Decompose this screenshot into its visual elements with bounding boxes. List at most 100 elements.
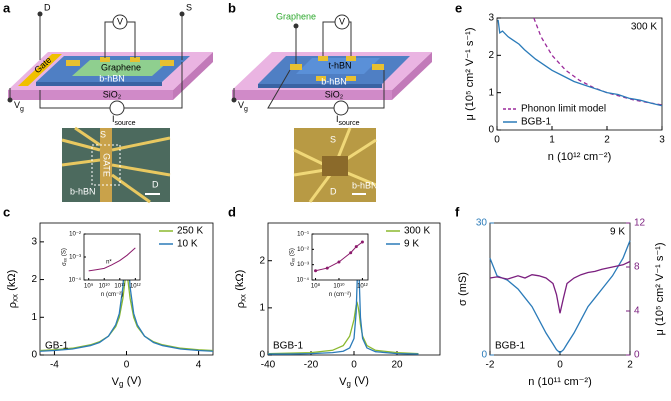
y-tick-label: 0 (488, 125, 494, 136)
x-tick-label: 10¹² (130, 284, 141, 290)
x-tick-label: 20 (391, 360, 403, 371)
device-schematic (231, 14, 432, 116)
label-part: V (339, 376, 347, 388)
label-part: n (101, 292, 104, 298)
device-schematic (7, 11, 213, 116)
y-tick-label: 3 (31, 236, 37, 247)
label-part: (kΩ) (234, 270, 246, 291)
legend-label: Phonon limit model (521, 104, 606, 115)
label: S (330, 134, 336, 144)
x-tick-label: 10¹⁰ (99, 283, 111, 290)
label-part: V (238, 100, 244, 110)
annotation: BGB-1 (495, 341, 525, 352)
label: S (100, 129, 106, 139)
label-part: xx (10, 294, 19, 302)
annotation: n* (106, 260, 112, 266)
panel-label: a (3, 0, 11, 15)
label: Isource (336, 114, 360, 126)
plot-frame (489, 222, 631, 356)
chart: 10⁸ 10¹⁰ 10¹² 10⁻⁴ 10⁻³ 10⁻² 10⁻¹ n (cm⁻²) σxx(S) (289, 232, 369, 298)
y-tick-label: 3 (488, 13, 494, 24)
label-part: ρ (7, 302, 19, 308)
label-part: (10¹² cm⁻²) (557, 151, 611, 163)
x-tick-label: -40 (261, 360, 276, 371)
x-tick-label: 10⁸ (311, 283, 321, 290)
label-part: (mS) (457, 272, 469, 296)
x-tick-label: 1 (549, 135, 555, 146)
point (354, 245, 358, 249)
legend-label: 10 K (177, 239, 198, 250)
label-part: V (112, 376, 120, 388)
label: Isource (112, 114, 136, 126)
device-photo (293, 127, 377, 203)
x-tick-label: 10¹¹ (114, 284, 125, 290)
y-tick-label: 1 (488, 87, 494, 98)
annotation: 300 K (631, 22, 657, 33)
series-line (489, 260, 631, 314)
point (325, 266, 329, 270)
label-part: g (346, 379, 350, 388)
label-part: xx (290, 257, 295, 262)
x-tick-label: 0 (557, 360, 563, 371)
label-part: source (115, 120, 136, 127)
x-axis-label: Vg (V) (339, 375, 369, 388)
label-part: (V) (127, 375, 142, 387)
label: b-hBN (99, 73, 125, 83)
x-tick-label: 0 (494, 135, 500, 146)
annotation: GB-1 (45, 341, 69, 352)
y2-axis-label: μ (10⁵ cm² V⁻¹ s⁻¹) (654, 242, 666, 335)
label: V (339, 16, 345, 26)
y-tick-label: 1 (259, 302, 265, 313)
x-tick-label: -4 (50, 360, 59, 371)
label-part: I (112, 114, 115, 124)
plot-frame (496, 17, 663, 131)
x-tick-label: -20 (304, 360, 319, 371)
x-axis-label: n (10¹¹ cm⁻²) (528, 376, 592, 388)
plot-frame (311, 233, 369, 281)
label-part: xx (238, 294, 247, 302)
y-tick-label: 2 (31, 274, 37, 285)
y-tick-label: 10⁻¹ (297, 232, 309, 238)
x-tick-label: 0 (124, 360, 130, 371)
label-part: σ (62, 262, 68, 266)
y-tick-label: 30 (476, 218, 488, 229)
label-part: (cm⁻²) (106, 292, 123, 298)
label-part: σ (290, 262, 296, 266)
panel-label: d (228, 204, 236, 219)
x-tick-label: -2 (486, 360, 495, 371)
label-part: n (528, 376, 534, 388)
label-part: (10¹¹ cm⁻²) (538, 376, 592, 388)
y-tick-label: 10⁻³ (69, 255, 81, 261)
y2-tick-label: 0 (634, 350, 640, 361)
x-tick-label: 10¹⁰ (333, 283, 345, 290)
label: SiO₂ (325, 89, 344, 99)
y-tick-label: 0 (481, 350, 487, 361)
label-part: (10⁵ cm² V⁻¹ s⁻¹) (654, 242, 666, 325)
label-part: (10⁵ cm² V⁻¹ s⁻¹) (464, 27, 476, 110)
label-part: (V) (354, 375, 369, 387)
panel-label: e (455, 0, 462, 15)
label-part: I (336, 114, 339, 124)
label-part: μ (464, 114, 476, 120)
y-tick-label: 10⁻⁴ (297, 277, 310, 284)
y2-tick-label: 4 (634, 306, 640, 317)
x-axis-label: n (10¹² cm⁻²) (548, 151, 612, 163)
x-tick-label: 10¹² (357, 284, 368, 290)
series-line (489, 240, 631, 354)
plot-frame (83, 233, 141, 281)
y2-tick-label: 12 (634, 218, 646, 229)
x-axis-label: n (cm⁻²) (101, 292, 123, 298)
y-tick-label: 0 (31, 350, 37, 361)
label-part: source (339, 120, 360, 127)
label-part: (cm⁻²) (334, 292, 351, 298)
label: Vg (14, 100, 24, 112)
y-tick-label: 2 (259, 255, 265, 266)
label: t-hBN (328, 60, 351, 70)
label: b-hBN (352, 180, 378, 190)
label: D (330, 186, 337, 196)
panel-label: c (3, 204, 10, 219)
legend-label: 300 K (404, 226, 430, 237)
series-line (267, 301, 419, 355)
